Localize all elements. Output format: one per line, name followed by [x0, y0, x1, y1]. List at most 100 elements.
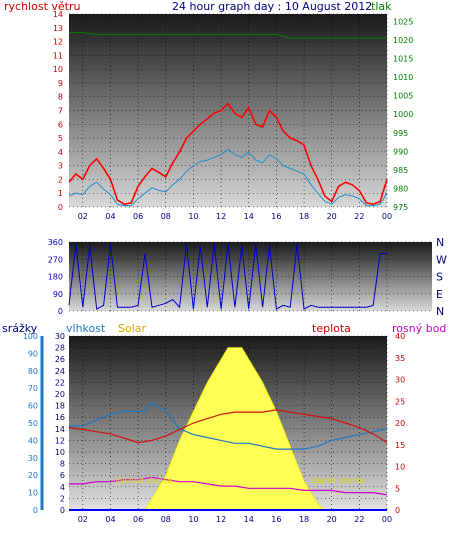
wind-ytick: 6	[58, 120, 63, 129]
humidity-ytick: 12	[55, 436, 65, 445]
rain-ytick: 100	[23, 332, 38, 341]
humidity-ytick: 4	[60, 483, 65, 492]
temp-ytick: 15	[395, 441, 405, 450]
rain-ytick: 40	[28, 436, 38, 445]
dir-ytick: 90	[53, 290, 63, 299]
wind-xtick: 02	[78, 212, 88, 221]
temp-xtick: 02	[78, 515, 88, 524]
sunset-label: západ slunce	[312, 476, 365, 485]
pressure-ytick: 1010	[393, 73, 413, 82]
rain-ytick: 20	[28, 471, 38, 480]
temp-ytick: 40	[395, 332, 405, 341]
humidity-ytick: 10	[55, 448, 65, 457]
pressure-ytick: 1000	[393, 110, 413, 119]
wind-xtick: 08	[161, 212, 171, 221]
wind-ytick: 11	[53, 51, 63, 60]
wind-panel	[69, 14, 387, 207]
rain-ytick: 70	[28, 384, 38, 393]
wind-ytick: 7	[58, 107, 63, 116]
wind-xtick: 16	[271, 212, 281, 221]
wind-ytick: 8	[58, 93, 63, 102]
humidity-ytick: 2	[60, 494, 65, 503]
wind-xtick: 00	[382, 212, 392, 221]
temp-ytick: 5	[395, 484, 400, 493]
wind-xtick: 20	[327, 212, 337, 221]
temp-ytick: 0	[395, 506, 400, 515]
temp-xtick: 16	[271, 515, 281, 524]
temp-ytick: 10	[395, 463, 405, 472]
temp-xtick: 06	[133, 515, 143, 524]
wind-xtick: 12	[216, 212, 226, 221]
humidity-ytick: 8	[60, 460, 65, 469]
humidity-ytick: 24	[55, 367, 65, 376]
humidity-ytick: 30	[55, 332, 65, 341]
pressure-ytick: 995	[393, 129, 408, 138]
rain-ytick: 0	[33, 506, 38, 515]
temp-xtick: 12	[216, 515, 226, 524]
rain-ytick: 10	[28, 489, 38, 498]
humidity-ytick: 14	[55, 425, 65, 434]
pressure-ytick: 1020	[393, 36, 413, 45]
rain-ytick: 50	[28, 419, 38, 428]
rain-ytick: 60	[28, 402, 38, 411]
rain-ytick: 80	[28, 367, 38, 376]
wind-xtick: 22	[354, 212, 364, 221]
wind-ytick: 1	[58, 189, 63, 198]
compass-label: W	[436, 253, 447, 266]
humidity-ytick: 26	[55, 355, 65, 364]
compass-label: N	[436, 305, 444, 318]
wind-ytick: 3	[58, 162, 63, 171]
temp-xtick: 04	[105, 515, 115, 524]
compass-label: S	[436, 271, 443, 284]
series-gust	[68, 102, 388, 206]
dir-ytick: 0	[58, 307, 63, 316]
sunrise-label: východ slunce	[115, 476, 172, 485]
temp-xtick: 22	[354, 515, 364, 524]
humidity-ytick: 28	[55, 344, 65, 353]
temp-ytick: 25	[395, 397, 405, 406]
wind-speed-label: rychlost větru	[4, 0, 80, 13]
wind-ytick: 12	[53, 38, 63, 47]
temperature-label: teplota	[312, 322, 351, 335]
temp-xtick: 14	[244, 515, 254, 524]
rain-ytick: 30	[28, 454, 38, 463]
wind-xtick: 14	[244, 212, 254, 221]
pressure-ytick: 1025	[393, 17, 413, 26]
compass-label: E	[436, 288, 443, 301]
rain-ytick: 90	[28, 349, 38, 358]
humidity-ytick: 18	[55, 402, 65, 411]
series-humidity	[69, 401, 388, 450]
wind-xtick: 10	[188, 212, 198, 221]
wind-xtick: 06	[133, 212, 143, 221]
dew-point-label: rosný bod	[392, 322, 446, 335]
wind-xtick: 04	[105, 212, 115, 221]
humidity-ytick: 6	[60, 471, 65, 480]
pressure-ytick: 990	[393, 147, 408, 156]
wind-ytick: 13	[53, 24, 63, 33]
series-wind_avg	[68, 148, 388, 207]
wind-ytick: 5	[58, 134, 63, 143]
temp-xtick: 00	[382, 515, 392, 524]
temp-ytick: 35	[395, 354, 405, 363]
wind-chart: 02 04 06 08 10 12 14 16 18 20 22 000123456789101112…	[53, 10, 414, 221]
dir-ytick: 180	[48, 273, 63, 282]
dir-ytick: 360	[48, 238, 63, 247]
pressure-ytick: 985	[393, 166, 408, 175]
direction-chart: 0 N 90 E 180 S 270 W 360 N	[48, 236, 447, 318]
wind-ytick: 9	[58, 79, 63, 88]
wind-ytick: 10	[53, 65, 63, 74]
temp-ytick: 20	[395, 419, 405, 428]
temp-xtick: 18	[299, 515, 309, 524]
temp-xtick: 10	[188, 515, 198, 524]
humidity-ytick: 0	[60, 506, 65, 515]
temp-chart: 02 04 06 08 10 12 14 16 18 20 22 000246810121416182…	[23, 332, 405, 524]
pressure-ytick: 975	[393, 203, 408, 212]
solar-label: Solar	[118, 322, 147, 335]
temp-xtick: 08	[161, 515, 171, 524]
pressure-ytick: 1015	[393, 55, 413, 64]
humidity-label: vlhkost	[66, 322, 106, 335]
temp-xtick: 20	[327, 515, 337, 524]
pressure-ytick: 1005	[393, 92, 413, 101]
humidity-ytick: 20	[55, 390, 65, 399]
